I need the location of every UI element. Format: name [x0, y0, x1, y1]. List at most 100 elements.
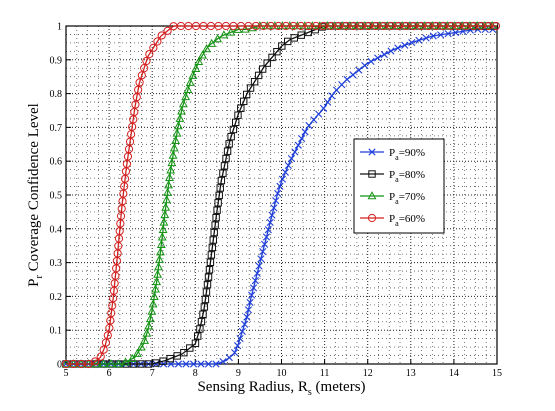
legend-entry: Pa=70% [360, 191, 425, 206]
series-point [182, 360, 190, 368]
series-point [175, 113, 185, 122]
series-point [163, 26, 172, 35]
series-point [254, 71, 263, 80]
series-point [305, 121, 313, 130]
series-point [266, 218, 274, 227]
series-point [202, 288, 211, 296]
series-point [145, 313, 155, 323]
series-point [219, 357, 227, 366]
series-point [159, 357, 167, 365]
series-point [178, 99, 188, 108]
series-point [401, 41, 409, 49]
series-point [96, 352, 105, 361]
x-tick-label: 6 [107, 368, 112, 379]
series-point [248, 23, 258, 32]
series-point [415, 36, 423, 44]
series-point [250, 78, 259, 86]
series-point [319, 104, 328, 112]
series-point [324, 98, 332, 106]
series-point [163, 187, 173, 196]
series-point [121, 357, 130, 366]
series-point [380, 50, 388, 59]
x-tick-label: 9 [236, 368, 241, 379]
series-point [451, 28, 460, 37]
series-point [157, 31, 166, 40]
legend-label: Pa=90% [389, 147, 425, 162]
series-point [223, 147, 232, 155]
series-point [374, 54, 382, 62]
series-point [236, 334, 244, 343]
legend: Pa=90% Pa=80% Pa=70% Pa=60% [353, 138, 445, 234]
series-point [234, 111, 242, 119]
series-point [214, 199, 222, 207]
series-point [278, 42, 286, 50]
series-point [491, 21, 501, 31]
series-point [177, 106, 186, 115]
series-point [298, 134, 306, 143]
y-tick-label: 0.7 [50, 123, 63, 134]
legend-swatch-marker [368, 170, 376, 178]
series-point [466, 26, 474, 34]
series-point [206, 258, 215, 267]
series-point [197, 317, 206, 326]
y-tick-label: 0.4 [50, 224, 63, 235]
series-point [429, 32, 437, 40]
y-tick-label: 1 [57, 22, 62, 33]
series-point [278, 175, 287, 183]
series-point [349, 71, 357, 79]
series-point [246, 298, 254, 307]
series-point [287, 154, 296, 163]
series-point [151, 284, 160, 293]
series-point [171, 135, 181, 144]
series-point [246, 84, 255, 92]
series-point [387, 47, 395, 55]
series-point [242, 90, 251, 99]
series-point [422, 34, 430, 42]
series-point [168, 150, 178, 159]
y-tick-label: 0.3 [50, 258, 63, 269]
series-point [152, 359, 160, 367]
series-x [62, 25, 497, 368]
series-point [169, 143, 179, 152]
series-point [200, 303, 209, 311]
series-point [91, 357, 100, 366]
series-point [203, 280, 212, 289]
series-point [258, 65, 267, 73]
series-point [156, 239, 166, 248]
series-point [207, 251, 216, 259]
series-point [144, 321, 154, 330]
series-point [408, 38, 416, 47]
series-point [367, 57, 375, 66]
y-tick-label: 0.6 [50, 157, 63, 168]
series-point [276, 182, 284, 190]
series-point [210, 228, 218, 237]
series-point [328, 92, 336, 100]
series-point [241, 320, 249, 328]
series-point [201, 295, 210, 304]
x-tick-label: 10 [277, 368, 287, 379]
series-point [154, 262, 163, 271]
series-point [310, 116, 318, 124]
x-tick-label: 15 [492, 368, 502, 379]
series-point [227, 132, 235, 141]
series-point [220, 162, 229, 170]
legend-label: Pa=80% [389, 169, 425, 184]
series-point [135, 78, 144, 87]
series-point [149, 43, 158, 52]
series-point [180, 348, 188, 357]
series-point [173, 121, 183, 130]
series-point [204, 273, 213, 281]
series-point [194, 56, 204, 66]
legend-entry: Pa=90% [360, 147, 425, 162]
series-circle [61, 21, 501, 369]
series-point [343, 75, 351, 83]
series-point [144, 360, 153, 368]
series-point [232, 118, 240, 127]
series-point [243, 313, 251, 321]
series-point [198, 50, 207, 59]
series-point [101, 338, 111, 347]
series-point [162, 195, 172, 204]
series-point [229, 125, 238, 134]
series-point [274, 189, 282, 198]
y-tick-label: 0.5 [50, 191, 63, 202]
